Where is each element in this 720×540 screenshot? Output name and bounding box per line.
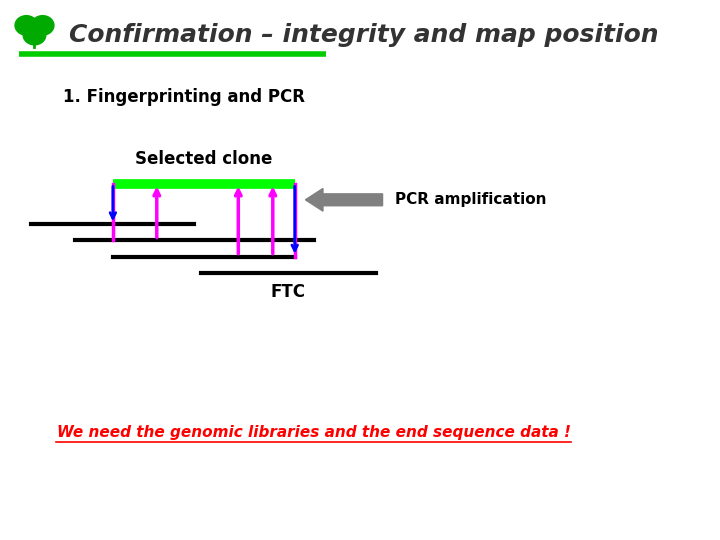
Circle shape: [15, 16, 37, 35]
FancyArrow shape: [305, 188, 382, 211]
Text: Confirmation – integrity and map position: Confirmation – integrity and map positio…: [69, 23, 659, 47]
Text: FTC: FTC: [271, 282, 306, 301]
Text: We need the genomic libraries and the end sequence data !: We need the genomic libraries and the en…: [57, 424, 570, 440]
Text: PCR amplification: PCR amplification: [395, 192, 546, 207]
Circle shape: [23, 25, 46, 45]
Text: 1. Fingerprinting and PCR: 1. Fingerprinting and PCR: [63, 88, 305, 106]
Text: Selected clone: Selected clone: [135, 150, 272, 168]
Circle shape: [32, 16, 54, 35]
